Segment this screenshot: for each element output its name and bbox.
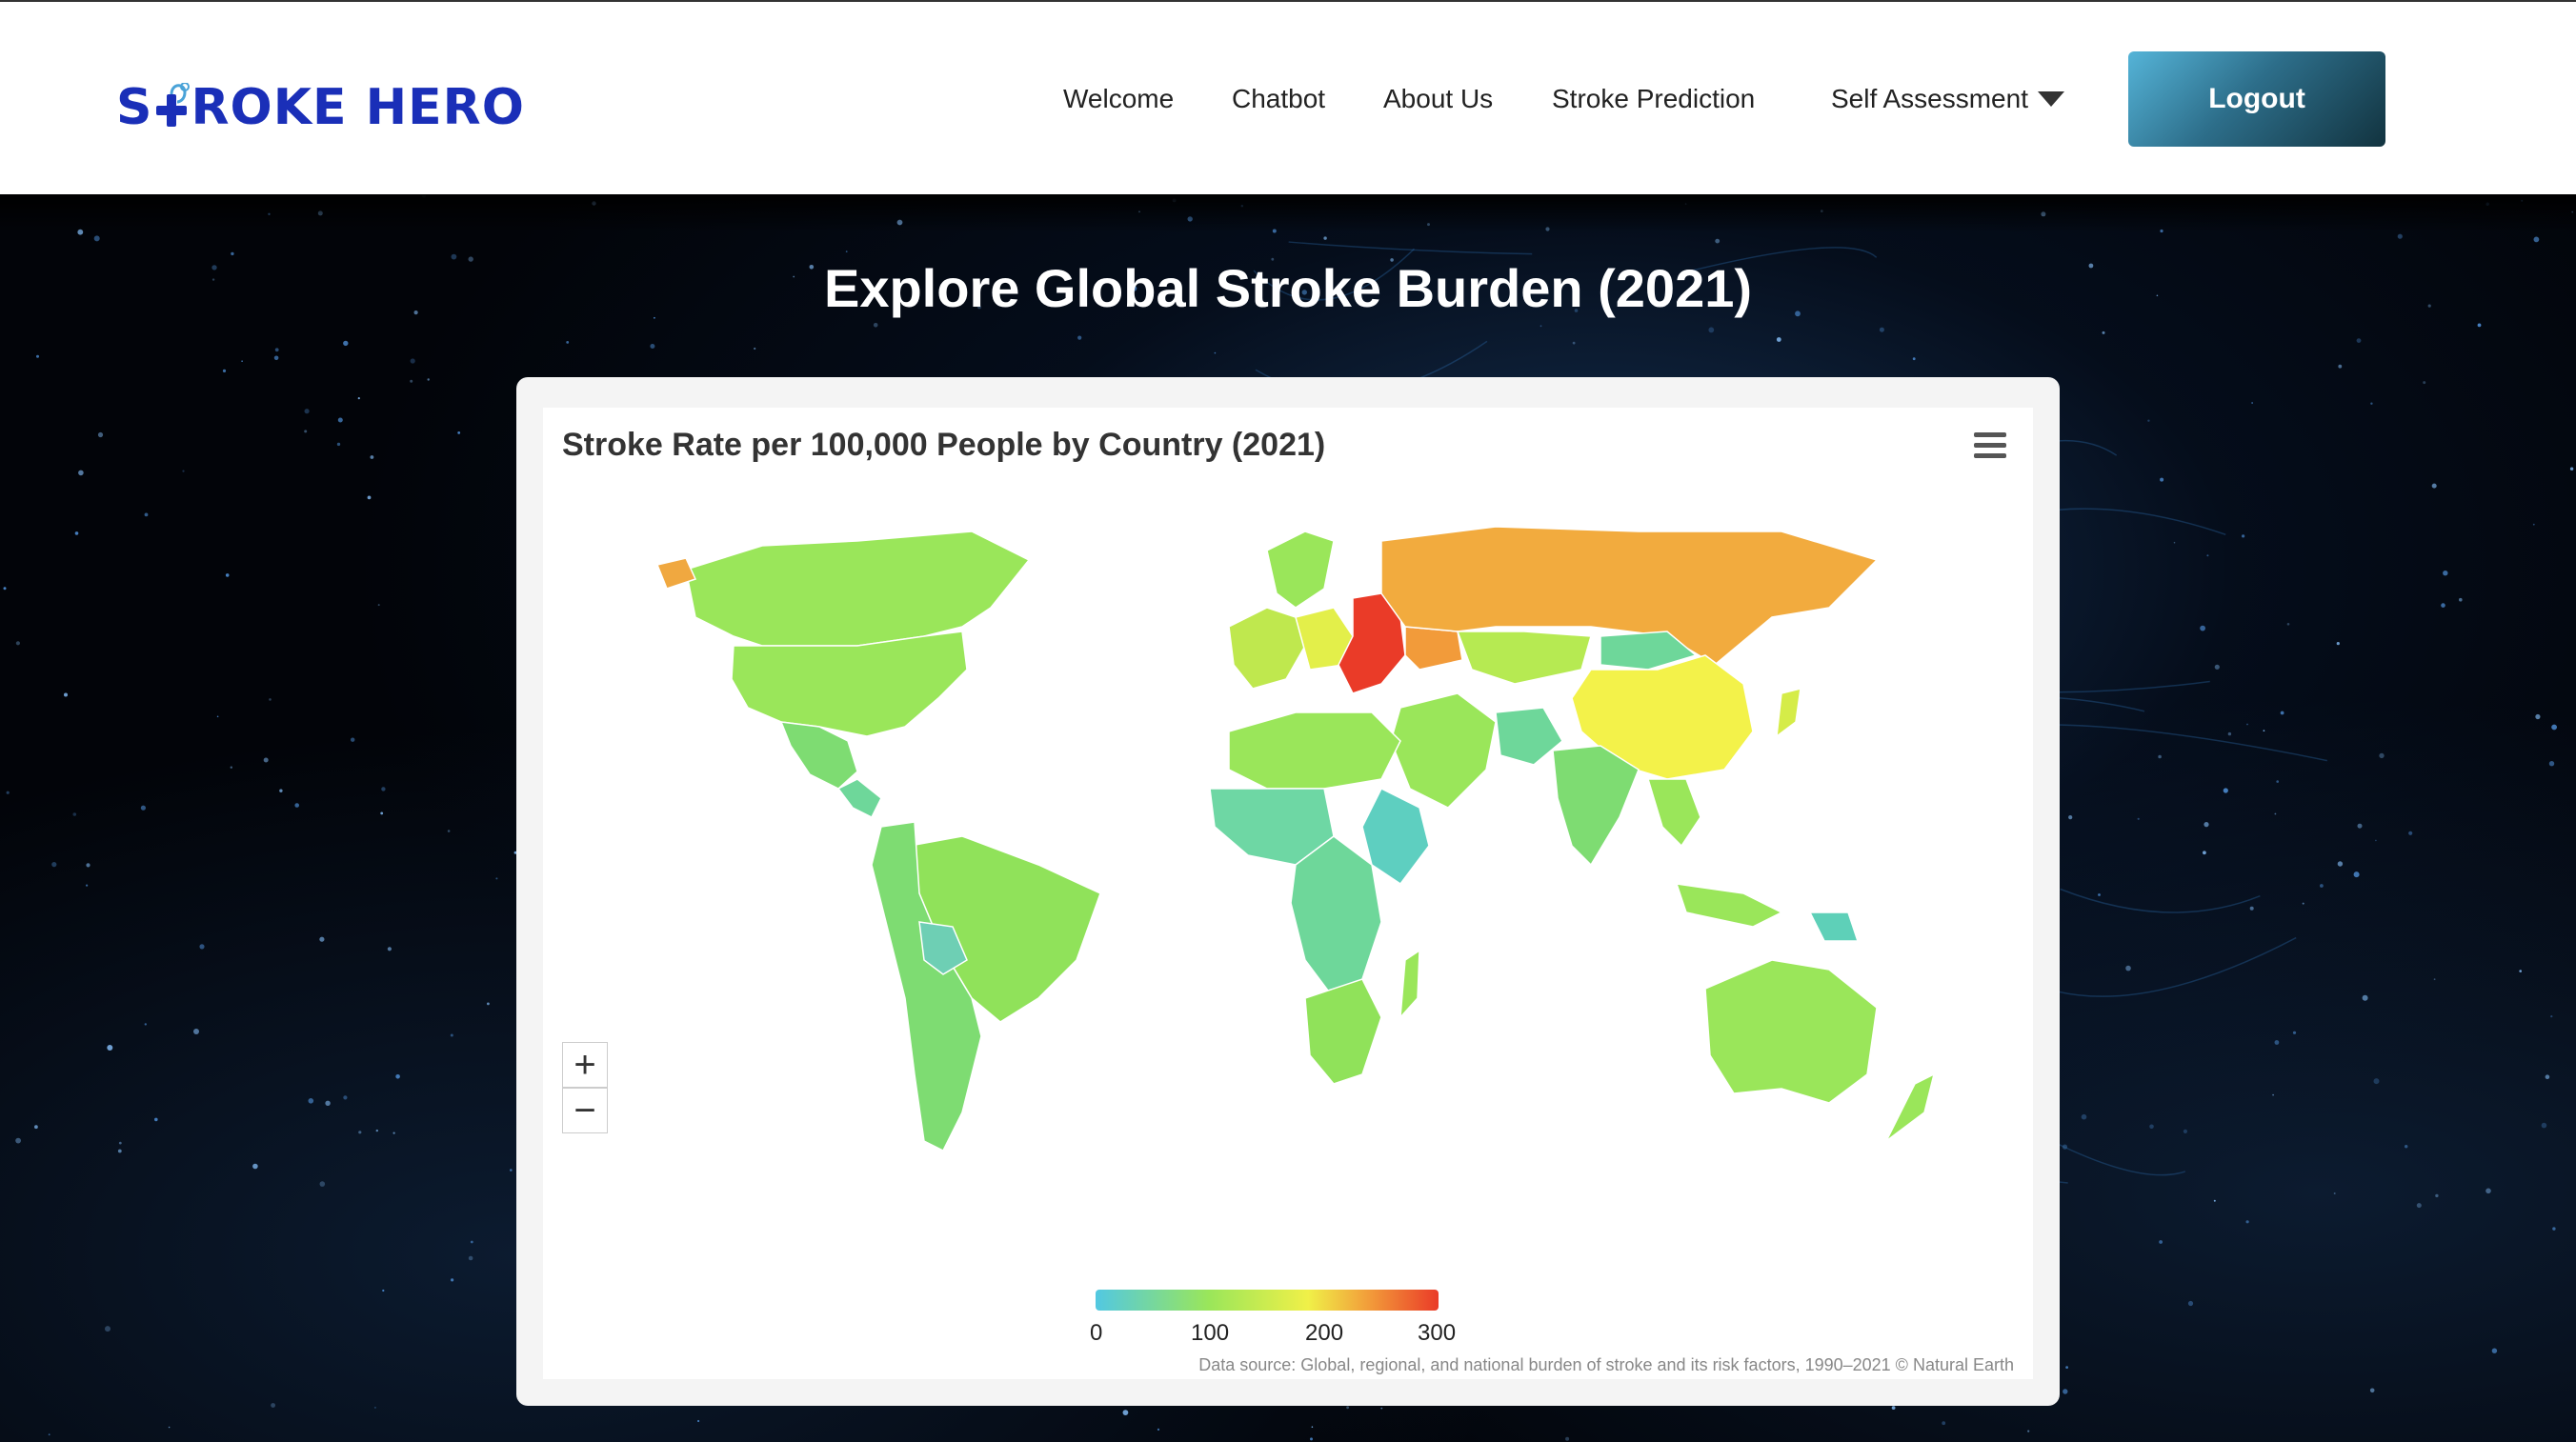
nav-chatbot[interactable]: Chatbot — [1232, 84, 1326, 113]
zoom-in-button[interactable]: + — [562, 1042, 608, 1088]
region-mexico — [779, 721, 858, 790]
logo-text-suffix: ROKE HERO — [191, 79, 525, 136]
nav-self-assessment-label: Self Assessment — [1831, 84, 2028, 113]
hamburger-menu-icon[interactable] — [1974, 432, 2006, 461]
nav-welcome[interactable]: Welcome — [1063, 84, 1175, 113]
logo-text-prefix: S — [116, 79, 153, 136]
legend-tick-0: 0 — [1090, 1320, 1103, 1346]
color-scale-legend — [1096, 1290, 1439, 1311]
region-papua — [1808, 911, 1860, 942]
region-ukraine — [1404, 626, 1463, 671]
region-india — [1552, 745, 1640, 867]
top-navbar: S ROKE HERO Welcome Chatbot About Us Str… — [0, 0, 2576, 194]
region-iran — [1495, 707, 1563, 766]
data-source-credit: Data source: Global, regional, and natio… — [1198, 1355, 2014, 1374]
region-madagascar — [1399, 949, 1420, 1020]
region-mongolia — [1600, 631, 1698, 671]
page-title: Explore Global Stroke Burden (2021) — [823, 258, 1753, 318]
header-shadow — [0, 194, 2576, 232]
logout-button[interactable]: Logout — [2128, 51, 2385, 147]
hero-section: Explore Global Stroke Burden (2021) Stro… — [0, 194, 2576, 1442]
medical-cross-icon — [152, 82, 191, 132]
region-central-america — [836, 778, 882, 819]
region-bolivia — [918, 921, 968, 975]
region-usa — [731, 631, 968, 737]
zoom-out-button[interactable]: − — [562, 1088, 608, 1133]
region-alaska — [655, 557, 697, 590]
chart-title: Stroke Rate per 100,000 People by Countr… — [562, 427, 1326, 463]
legend-tick-100: 100 — [1191, 1320, 1230, 1346]
region-east-africa — [1361, 787, 1430, 886]
nav-stroke-prediction[interactable]: Stroke Prediction — [1552, 84, 1756, 113]
nav-self-assessment-dropdown[interactable]: Self Assessment — [1831, 84, 2064, 114]
brand-logo[interactable]: S ROKE HERO — [116, 65, 525, 150]
chart-card: Stroke Rate per 100,000 People by Countr… — [516, 377, 2060, 1406]
region-middle-east — [1390, 692, 1497, 809]
region-north-africa — [1228, 711, 1401, 790]
region-indonesia — [1675, 883, 1783, 928]
region-southern-africa — [1304, 978, 1382, 1085]
region-central-africa — [1290, 835, 1382, 1000]
region-japan — [1776, 688, 1801, 738]
region-kazakhstan — [1456, 631, 1592, 685]
caret-down-icon — [2037, 91, 2064, 107]
world-map[interactable] — [543, 503, 2033, 1265]
region-canada — [685, 531, 1031, 647]
region-australia — [1704, 959, 1878, 1104]
region-andes — [871, 821, 982, 1152]
region-western-europe — [1228, 607, 1306, 690]
region-scandinavia — [1266, 531, 1335, 609]
region-new-zealand — [1885, 1072, 1936, 1142]
legend-tick-300: 300 — [1418, 1320, 1457, 1346]
region-southeast-asia — [1646, 778, 1701, 848]
region-china — [1571, 654, 1754, 780]
nav-about-us[interactable]: About Us — [1383, 84, 1494, 113]
legend-tick-200: 200 — [1305, 1320, 1344, 1346]
map-chart: Stroke Rate per 100,000 People by Countr… — [543, 408, 2033, 1379]
